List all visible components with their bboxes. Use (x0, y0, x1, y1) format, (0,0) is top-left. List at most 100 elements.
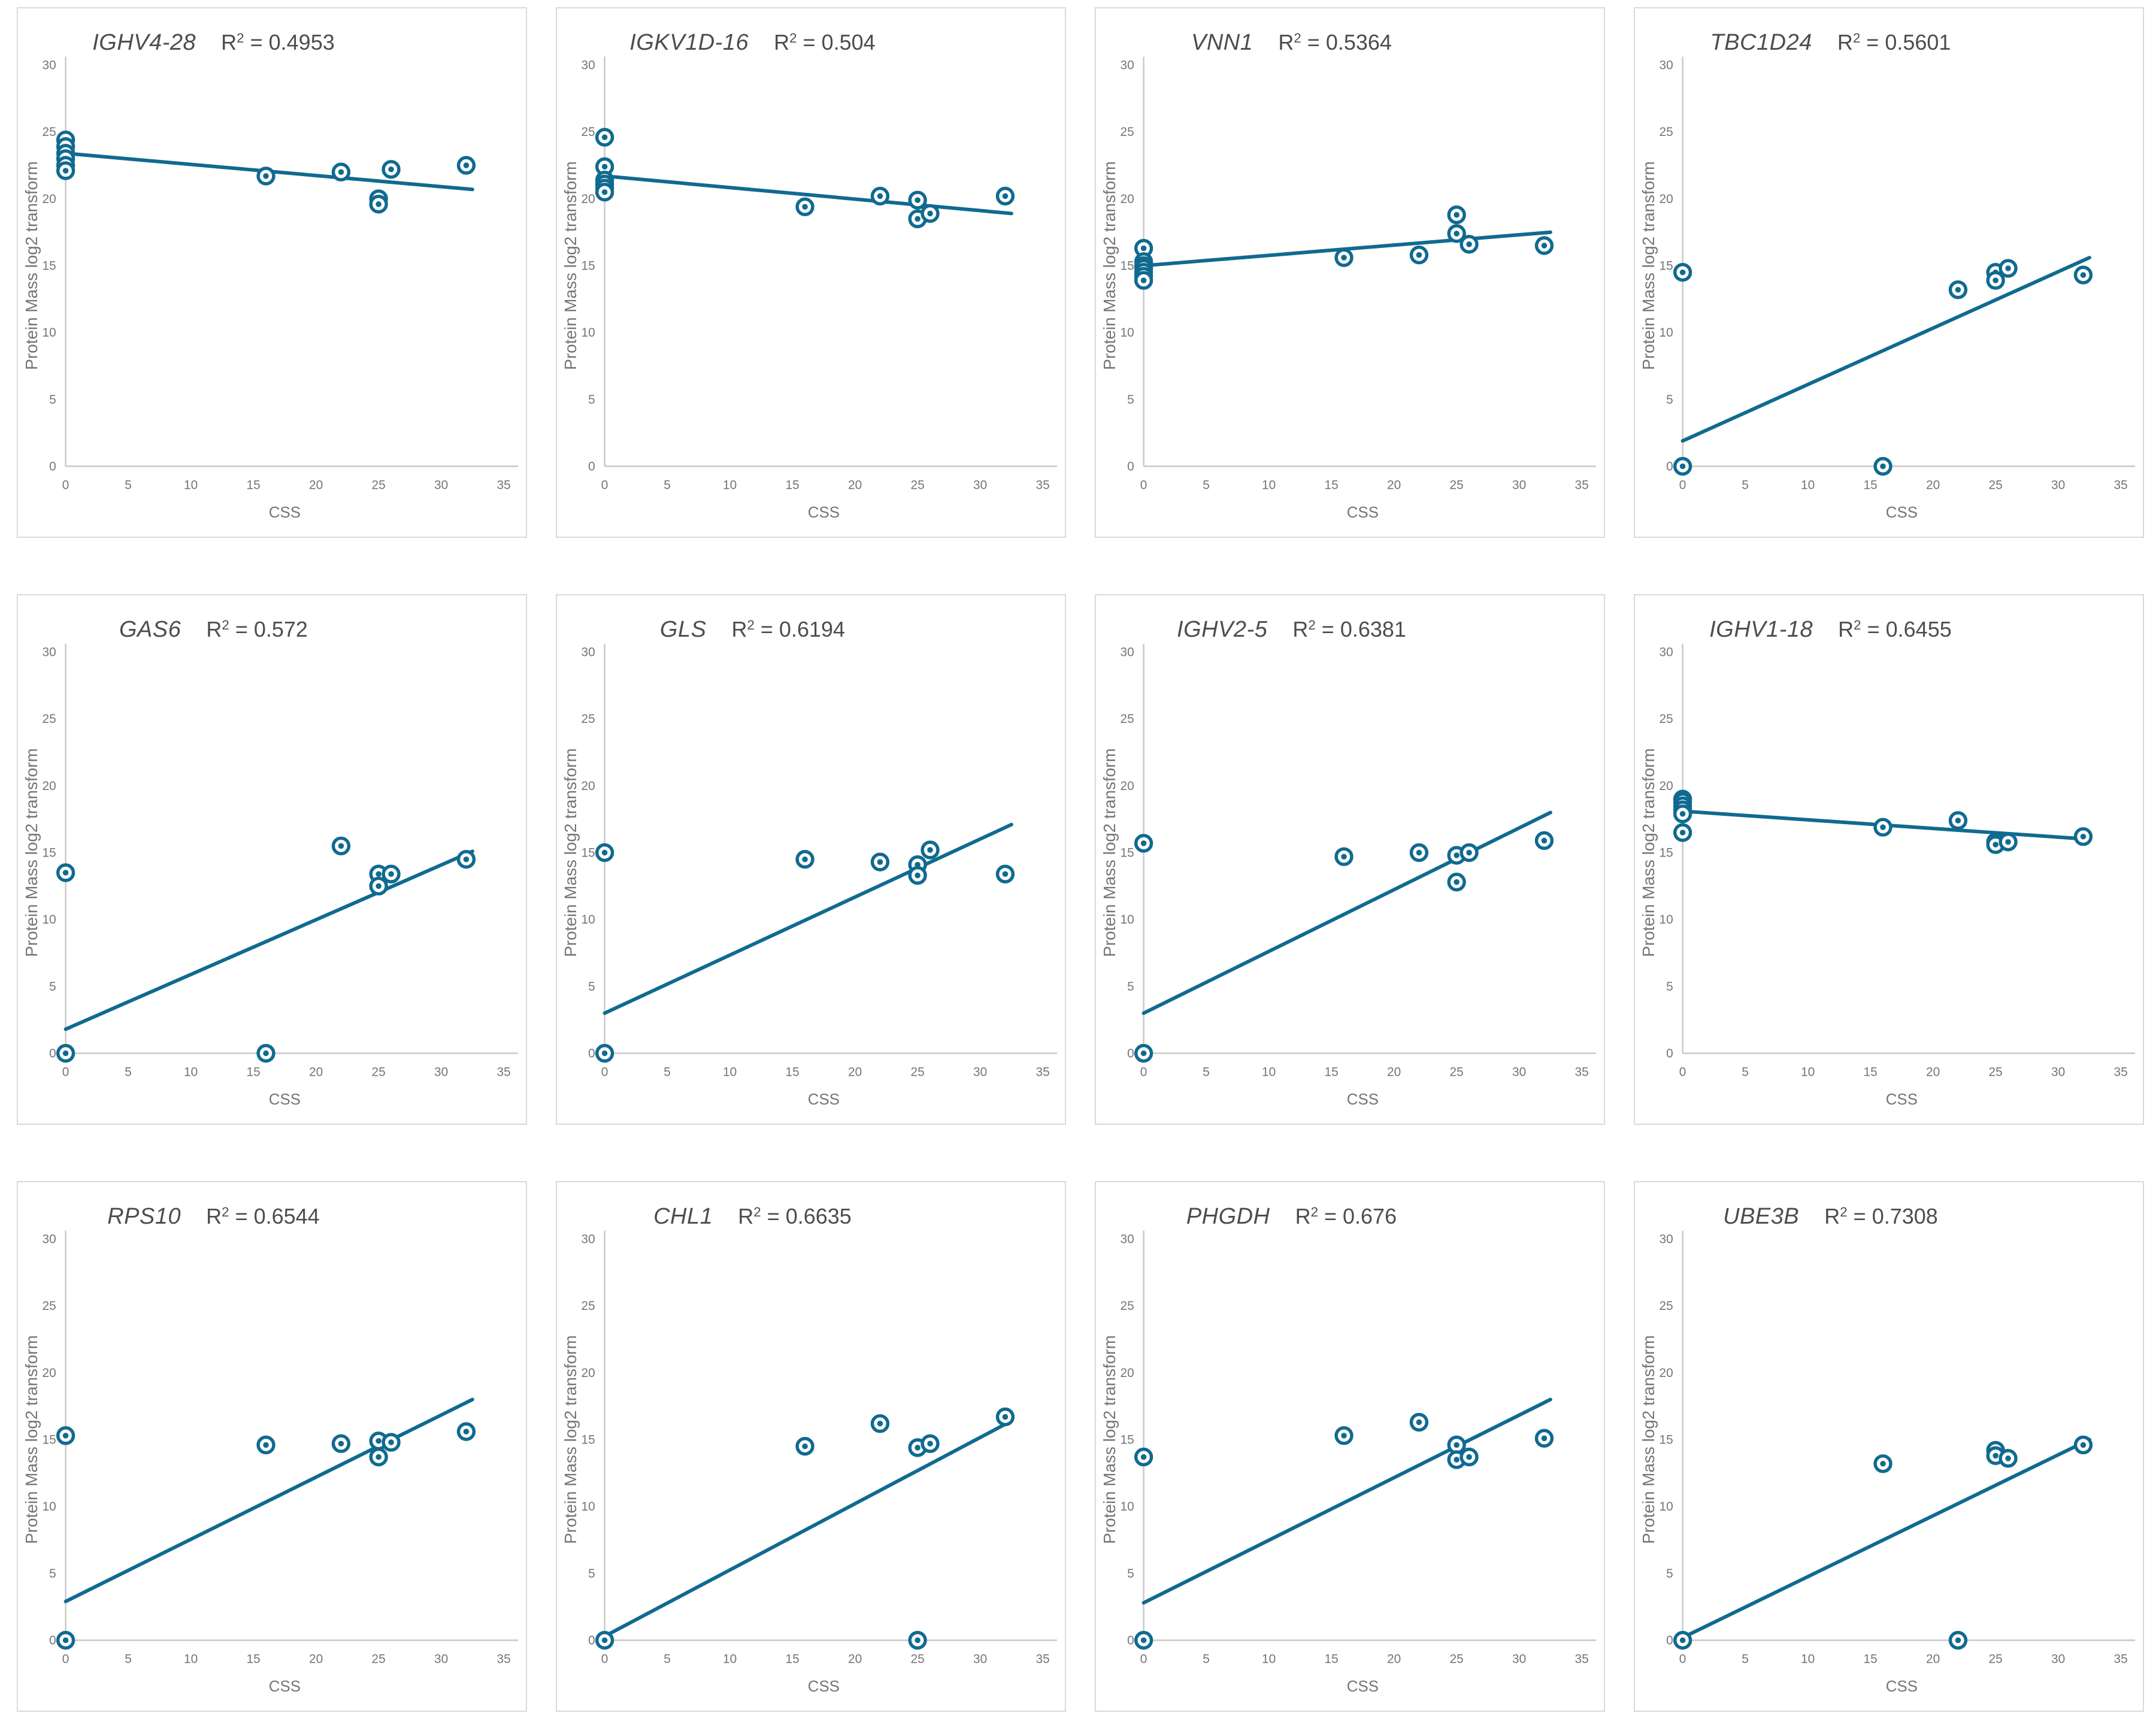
data-point-marker (920, 204, 940, 223)
y-tick-label: 30 (1120, 646, 1134, 659)
y-tick-label: 20 (581, 1366, 595, 1380)
y-tick-label: 20 (42, 779, 56, 793)
x-tick-label: 30 (434, 1065, 448, 1079)
marker-dot (1454, 231, 1459, 237)
marker-dot (62, 870, 69, 876)
x-tick-label: 5 (1742, 1652, 1749, 1666)
x-tick-label: 0 (1679, 1065, 1686, 1079)
y-tick-label: 15 (42, 1433, 56, 1447)
marker-dot (376, 1438, 381, 1444)
data-point-marker (1534, 831, 1554, 851)
marker-dot (802, 1443, 808, 1449)
marker-dot (1993, 277, 1998, 283)
y-tick-label: 25 (1659, 712, 1673, 726)
y-tick-label: 25 (42, 125, 56, 139)
y-tick-label: 15 (581, 259, 595, 273)
x-tick-label: 20 (1926, 1652, 1940, 1666)
y-tick-label: 25 (42, 712, 56, 726)
marker-dot (263, 173, 269, 179)
scatter-plot: 0 5 10 15 20 25 30 0 5 10 15 20 25 30 35 Protein Mass l… (1639, 1230, 2136, 1695)
marker-dot (2005, 265, 2011, 271)
x-tick-label: 20 (1387, 478, 1401, 492)
y-tick-label: 25 (42, 1299, 56, 1313)
y-tick-label: 25 (581, 1299, 595, 1313)
trendline (63, 849, 474, 1031)
y-axis-title: Protein Mass log2 transform (561, 748, 580, 957)
marker-dot (1002, 871, 1009, 877)
x-tick-label: 5 (664, 478, 671, 492)
y-tick-label: 10 (42, 1500, 56, 1514)
x-tick-label: 35 (1575, 478, 1589, 492)
scatter-plot: 0 5 10 15 20 25 30 0 5 10 15 20 25 30 35 Protein Mass l… (561, 56, 1058, 521)
marker-dot (601, 1637, 608, 1644)
x-tick-label: 15 (247, 1065, 261, 1079)
axes: 0 5 10 15 20 25 30 0 5 10 15 20 25 30 35 Protein Mass l… (22, 643, 519, 1108)
y-tick-label: 15 (581, 846, 595, 860)
y-axis-title: Protein Mass log2 transform (561, 161, 580, 370)
scatter-plot: 0 5 10 15 20 25 30 0 5 10 15 20 25 30 35 Protein Mass l… (22, 1230, 519, 1695)
y-tick-label: 10 (1659, 326, 1673, 340)
y-tick-label: 0 (1127, 1633, 1134, 1647)
x-tick-label: 30 (973, 1652, 987, 1666)
y-tick-label: 20 (42, 192, 56, 206)
marker-dot (1955, 286, 1961, 293)
x-tick-label: 30 (434, 478, 448, 492)
x-tick-label: 25 (1450, 1065, 1464, 1079)
data-point-marker (369, 876, 388, 896)
x-tick-label: 0 (1679, 478, 1686, 492)
marker-dot (1002, 1414, 1009, 1420)
y-tick-label: 25 (1659, 1299, 1673, 1313)
data-point-marker (1998, 1449, 2018, 1468)
marker-dot (338, 843, 344, 849)
axes: 0 5 10 15 20 25 30 0 5 10 15 20 25 30 35 Protein Mass l… (1639, 56, 2136, 521)
x-tick-label: 15 (1864, 1652, 1878, 1666)
x-tick-label: 25 (1450, 1652, 1464, 1666)
marker-dot (338, 1440, 344, 1447)
data-point-marker (1447, 224, 1466, 243)
marker-dot (2080, 1442, 2087, 1448)
y-tick-label: 25 (1659, 125, 1673, 139)
x-tick-label: 0 (1679, 1652, 1686, 1666)
marker-dot (2005, 1455, 2011, 1461)
marker-dot (388, 871, 394, 877)
x-tick-label: 20 (1926, 478, 1940, 492)
data-point-marker (1986, 271, 2005, 290)
x-tick-label: 25 (1989, 1652, 2003, 1666)
marker-dot (1416, 252, 1422, 258)
y-tick-label: 0 (1666, 459, 1673, 473)
x-tick-label: 15 (1325, 478, 1339, 492)
x-axis-title: CSS (269, 504, 301, 521)
axes: 0 5 10 15 20 25 30 0 5 10 15 20 25 30 35 Protein Mass l… (561, 1230, 1058, 1695)
chart-panel-phgdh: PHGDH R2 = 0.676 0 5 10 15 20 25 30 0 5 10 15 20 25 3… (1095, 1181, 1605, 1712)
data-point-marker (908, 1630, 927, 1650)
data-point-marker (870, 1414, 890, 1433)
data-point-marker (2073, 265, 2093, 285)
marker-dot (263, 1442, 269, 1448)
x-tick-label: 20 (309, 1065, 323, 1079)
data-point-marker (1134, 1043, 1153, 1063)
x-tick-label: 25 (372, 478, 386, 492)
x-tick-label: 0 (62, 1652, 69, 1666)
trendline (1141, 810, 1552, 1015)
y-tick-label: 30 (42, 646, 56, 659)
data-point-marker (56, 1426, 75, 1445)
x-axis-title: CSS (269, 1091, 301, 1108)
data-point-marker (1134, 271, 1153, 290)
trendline (1680, 256, 2091, 443)
x-tick-label: 10 (184, 1652, 198, 1666)
chart-panel-ighv2-5: IGHV2-5 R2 = 0.6381 0 5 10 15 20 25 30 0 5 10 15 20… (1095, 594, 1605, 1125)
x-tick-label: 10 (184, 1065, 198, 1079)
data-points (1673, 789, 2093, 854)
data-points (56, 130, 476, 214)
data-point-marker (1334, 847, 1353, 866)
data-point-marker (56, 1043, 75, 1063)
trendline (602, 822, 1013, 1015)
x-tick-label: 10 (723, 478, 737, 492)
marker-dot (463, 856, 470, 862)
data-points (1134, 1412, 1554, 1650)
marker-dot (62, 1433, 69, 1439)
data-point-marker (369, 1447, 388, 1467)
data-point-marker (256, 167, 275, 186)
marker-dot (62, 168, 69, 174)
y-tick-label: 30 (581, 646, 595, 659)
